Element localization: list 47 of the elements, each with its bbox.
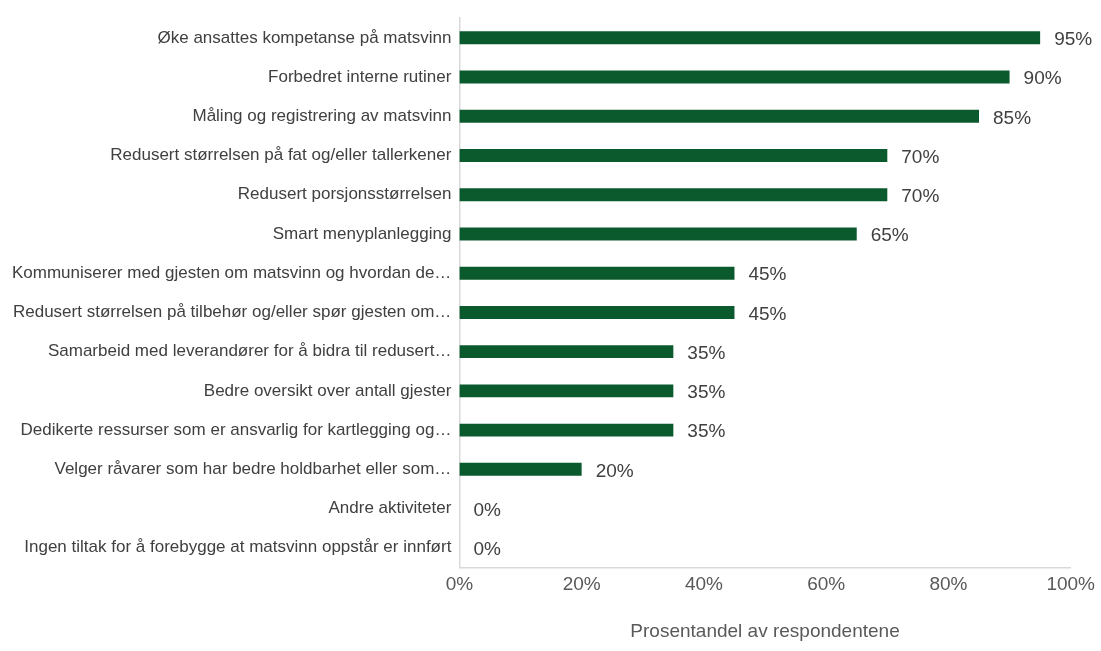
data-label: 35% <box>687 381 726 403</box>
y-tick-label: Bedre oversikt over antall gjester <box>203 380 452 400</box>
y-tick-label: Redusert størrelsen på tilbehør og/eller spør gjesten om… <box>12 302 452 322</box>
data-label: 20% <box>595 459 634 481</box>
bar <box>459 109 979 123</box>
y-tick-label: Kommuniserer med gjesten om matsvinn og hvordan de… <box>11 262 452 282</box>
bar <box>459 188 888 202</box>
x-tick-label: 0% <box>445 573 474 595</box>
y-tick-label: Redusert porsjonsstørrelsen <box>237 184 452 204</box>
data-label: 95% <box>1054 28 1093 50</box>
bar <box>459 384 674 398</box>
data-label: 65% <box>870 224 909 246</box>
x-tick-label: 40% <box>684 573 724 595</box>
x-tick-label: 60% <box>807 573 846 595</box>
bar <box>459 149 888 162</box>
y-tick-label: Måling og registrering av matsvinn <box>192 105 452 125</box>
y-tick-label: Smart menyplanlegging <box>272 223 452 243</box>
x-tick-label: 100% <box>1046 573 1096 595</box>
data-label: 0% <box>473 538 501 560</box>
bar <box>459 70 1010 84</box>
data-label: 70% <box>901 184 940 206</box>
data-label: 45% <box>748 263 787 285</box>
y-tick-label: Samarbeid med leverandører for å bidra til redusert… <box>47 341 452 361</box>
data-label: 90% <box>1023 67 1062 89</box>
bar <box>459 31 1041 45</box>
y-tick-label: Dedikerte ressurser som er ansvarlig for kartlegging og… <box>20 419 452 439</box>
y-tick-label: Velger råvarer som har bedre holdbarhet eller som… <box>54 459 452 479</box>
data-label: 85% <box>993 106 1032 128</box>
y-tick-label: Forbedret interne rutiner <box>268 66 452 86</box>
data-label: 0% <box>473 498 501 520</box>
data-label: 35% <box>687 420 726 442</box>
data-label: 45% <box>748 302 787 324</box>
y-tick-label: Ingen tiltak for å forebygge at matsvinn oppstår er innført <box>24 537 452 557</box>
x-axis-title: Prosentandel av respondentene <box>630 619 900 641</box>
bar <box>459 305 735 319</box>
x-tick-label: 20% <box>562 573 601 595</box>
x-tick-label: 80% <box>929 573 968 595</box>
data-label: 35% <box>687 341 726 363</box>
bar <box>459 462 582 476</box>
bar <box>459 266 735 280</box>
y-tick-label: Andre aktiviteter <box>328 498 452 518</box>
bar <box>459 227 857 241</box>
data-label: 70% <box>901 145 940 167</box>
y-tick-label: Redusert størrelsen på fat og/eller tallerkener <box>110 145 452 165</box>
y-tick-label: Øke ansattes kompetanse på matsvinn <box>157 27 452 47</box>
bar <box>459 345 674 359</box>
bar <box>459 423 674 437</box>
